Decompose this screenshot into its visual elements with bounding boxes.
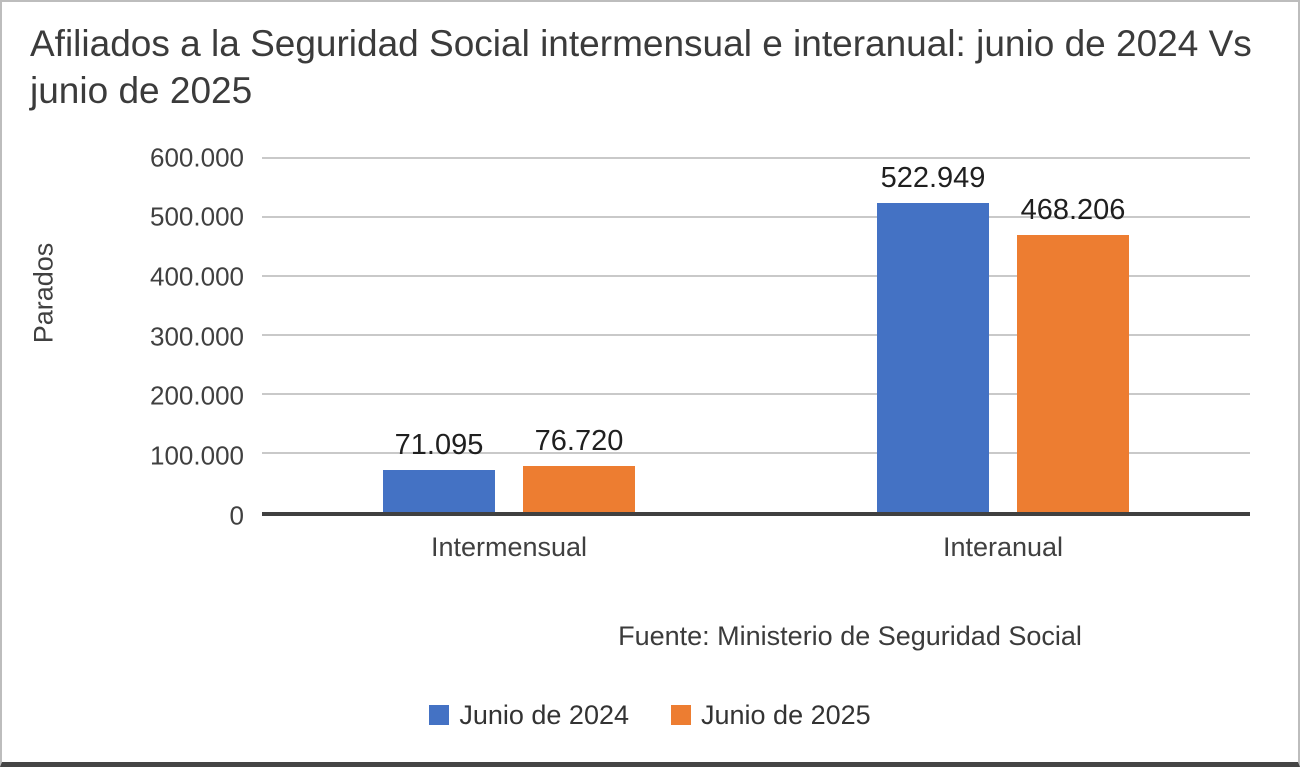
bar-data-label: 76.720 — [534, 425, 624, 458]
source-note: Fuente: Ministerio de Seguridad Social — [618, 620, 1082, 651]
bar-data-label: 522.949 — [880, 162, 986, 195]
gridline — [262, 156, 1250, 159]
bar-junio-de-2024 — [383, 469, 495, 512]
y-tick-label: 200.000 — [150, 380, 244, 411]
gridline — [262, 274, 1250, 277]
legend-label: Junio de 2025 — [701, 699, 871, 730]
gridline — [262, 215, 1250, 218]
legend-item: Junio de 2025 — [671, 700, 871, 731]
y-tick-label: 600.000 — [150, 142, 244, 173]
legend-swatch-icon — [671, 705, 691, 726]
category-group-intermensual: 71.095 76.720 — [262, 158, 756, 512]
legend-item: Junio de 2024 — [429, 700, 629, 731]
y-axis-ticks: 0 100.000 200.000 300.000 400.000 500.000 600.… — [32, 142, 244, 530]
gridline — [262, 333, 1250, 336]
y-tick-label: 100.000 — [150, 440, 244, 471]
bar-junio-de-2024 — [877, 203, 989, 512]
legend: Junio de 2024 Junio de 2025 — [2, 700, 1298, 731]
legend-swatch-icon — [429, 705, 450, 726]
y-tick-label: 500.000 — [150, 201, 244, 232]
bar-junio-de-2025 — [1017, 235, 1129, 512]
bar-wrap: 76.720 — [523, 158, 635, 512]
y-tick-label: 400.000 — [150, 261, 244, 292]
bar-wrap: 71.095 — [383, 158, 495, 512]
y-tick-label: 0 — [229, 500, 244, 531]
bar-junio-de-2025 — [523, 466, 635, 512]
plot-area: 71.095 76.720 522.949 468.206 — [262, 156, 1250, 516]
bar-groups: 71.095 76.720 522.949 468.206 — [262, 158, 1250, 512]
x-axis-labels: Intermensual Interanual — [262, 521, 1250, 563]
chart-title: Afiliados a la Seguridad Social intermen… — [30, 23, 1252, 112]
bar-wrap: 522.949 — [877, 158, 989, 512]
x-category-label: Interanual — [942, 531, 1064, 562]
gridline — [262, 451, 1250, 454]
bar-wrap: 468.206 — [1017, 158, 1129, 512]
y-tick-label: 300.000 — [150, 321, 244, 352]
category-group-interanual: 522.949 468.206 — [756, 158, 1250, 512]
bar-data-label: 71.095 — [394, 428, 484, 461]
chart-area: Parados 0 100.000 200.000 300.000 400.000 500… — [29, 142, 1258, 563]
bar-data-label: 468.206 — [1020, 194, 1126, 227]
legend-label: Junio de 2024 — [459, 699, 629, 730]
gridline — [262, 392, 1250, 395]
x-category-label: Intermensual — [430, 531, 588, 562]
